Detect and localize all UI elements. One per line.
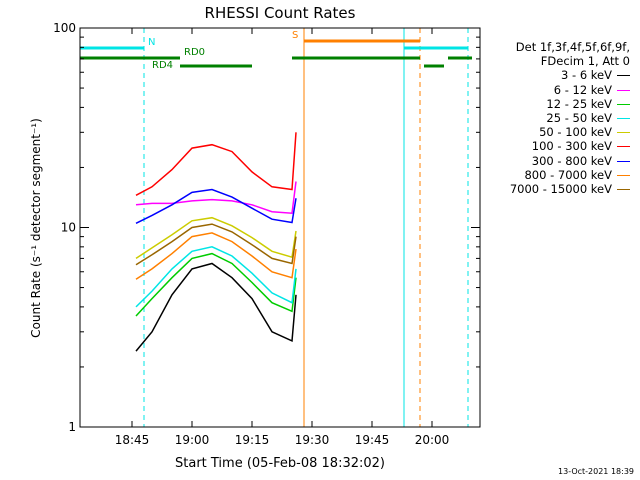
- legend: Det 1f,3f,4f,5f,6f,9f, FDecim 1, Att 0 3…: [510, 40, 630, 196]
- legend-label-5: 100 - 300 keV: [531, 139, 612, 154]
- legend-label-6: 300 - 800 keV: [531, 153, 612, 168]
- legend-swatch-0: [617, 75, 630, 77]
- legend-item-5: 100 - 300 keV: [510, 139, 630, 153]
- x-tick-label-1: 19:00: [175, 433, 210, 447]
- legend-label-0: 3 - 6 keV: [561, 68, 612, 83]
- series-line-3: [135, 246, 297, 308]
- legend-item-2: 12 - 25 keV: [510, 97, 630, 111]
- series-line-4: [135, 216, 297, 260]
- legend-label-2: 12 - 25 keV: [546, 96, 612, 111]
- legend-swatch-6: [617, 160, 630, 162]
- flag-label-rd0: RD0: [184, 47, 205, 58]
- y-axis-ticks: 1 10 100: [53, 21, 480, 434]
- series-line-2: [135, 252, 297, 317]
- legend-header-detectors: Det 1f,3f,4f,5f,6f,9f,: [515, 40, 630, 54]
- legend-label-8: 7000 - 15000 keV: [509, 182, 612, 197]
- legend-item-6: 300 - 800 keV: [510, 154, 630, 168]
- chart-title: RHESSI Count Rates: [205, 4, 356, 22]
- legend-header-decimation: FDecim 1, Att 0: [540, 54, 630, 69]
- y-tick-label-2: 100: [53, 21, 76, 35]
- flag-label-saa: S: [292, 30, 298, 41]
- legend-swatch-8: [617, 189, 630, 191]
- series-line-7: [135, 232, 297, 280]
- legend-item-4: 50 - 100 keV: [510, 125, 630, 139]
- legend-swatch-3: [617, 118, 630, 120]
- legend-label-1: 6 - 12 keV: [553, 82, 612, 97]
- y-tick-label-0: 1: [68, 420, 76, 434]
- x-tick-label-0: 18:45: [115, 433, 150, 447]
- series-line-6: [135, 188, 297, 224]
- legend-item-8: 7000 - 15000 keV: [510, 182, 630, 196]
- legend-item-3: 25 - 50 keV: [510, 111, 630, 125]
- x-tick-label-3: 19:30: [295, 433, 330, 447]
- legend-label-3: 25 - 50 keV: [546, 111, 612, 126]
- x-tick-label-5: 20:00: [415, 433, 450, 447]
- legend-label-4: 50 - 100 keV: [539, 125, 612, 140]
- legend-swatch-4: [617, 132, 630, 134]
- x-tick-label-2: 19:15: [235, 433, 270, 447]
- vertical-markers: [79, 28, 469, 427]
- legend-swatch-7: [617, 174, 630, 176]
- series-line-1: [135, 181, 297, 215]
- series-line-0: [135, 262, 297, 352]
- x-axis-ticks: 18:45 19:00 19:15 19:30 19:45 20:00: [115, 28, 450, 447]
- legend-item-7: 800 - 7000 keV: [510, 168, 630, 182]
- y-axis-label: Count Rate (s⁻¹ detector segment⁻¹): [29, 118, 43, 338]
- flag-label-night: N: [148, 37, 155, 48]
- legend-item-1: 6 - 12 keV: [510, 83, 630, 97]
- y-tick-label-1: 10: [61, 221, 76, 235]
- legend-swatch-1: [617, 89, 630, 91]
- legend-swatch-5: [617, 146, 630, 148]
- flag-bars: N S RD0 RD4: [80, 30, 472, 71]
- x-axis-label: Start Time (05-Feb-08 18:32:02): [175, 456, 385, 471]
- flag-label-rd4: RD4: [152, 60, 173, 71]
- legend-items: 3 - 6 keV 6 - 12 keV 12 - 25 keV 25 - 50 ke…: [510, 68, 630, 196]
- legend-item-0: 3 - 6 keV: [510, 68, 630, 82]
- legend-swatch-2: [617, 103, 630, 105]
- legend-label-7: 800 - 7000 keV: [524, 167, 612, 182]
- series-lines: [135, 132, 297, 352]
- series-line-8: [135, 223, 297, 266]
- x-tick-label-4: 19:45: [355, 433, 390, 447]
- series-line-5: [135, 132, 297, 196]
- timestamp: 13-Oct-2021 18:39: [558, 467, 634, 476]
